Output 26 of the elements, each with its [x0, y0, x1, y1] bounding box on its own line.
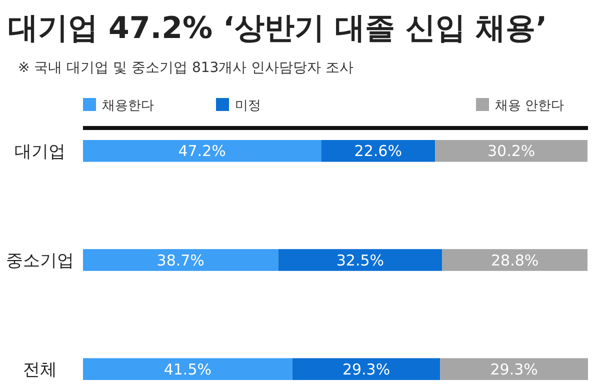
bar: [83, 140, 322, 162]
data-label: 29.3%: [342, 360, 390, 378]
data-label: 32.5%: [336, 251, 384, 270]
bar: [83, 358, 292, 380]
data-label: 30.2%: [487, 142, 536, 160]
bar: [83, 249, 278, 271]
bar: [321, 140, 436, 162]
data-label: 28.8%: [491, 251, 539, 270]
y-tick-label: 대기업: [14, 142, 66, 162]
legend-label: 채용 안한다: [495, 98, 564, 114]
chart-title: 대기업 47.2% ‘상반기 대졸 신입 채용’: [8, 11, 548, 46]
chart-subtitle: ※ 국내 대기업 및 중소기업 813개사 인사담당자 조사: [18, 60, 354, 76]
bar: [440, 358, 588, 380]
y-tick-label: 전체: [23, 360, 57, 380]
data-label: 38.7%: [156, 251, 204, 270]
legend-label: 채용한다: [102, 98, 154, 114]
bar: [278, 249, 442, 271]
data-label: 47.2%: [178, 142, 226, 160]
data-label: 29.3%: [490, 360, 538, 378]
bar: [435, 140, 588, 162]
bar: [442, 249, 588, 271]
y-tick-label: 중소기업: [6, 250, 74, 271]
data-label: 41.5%: [164, 360, 212, 378]
bar: [292, 358, 440, 380]
data-label: 22.6%: [354, 142, 402, 160]
legend-label: 미정: [235, 98, 261, 114]
